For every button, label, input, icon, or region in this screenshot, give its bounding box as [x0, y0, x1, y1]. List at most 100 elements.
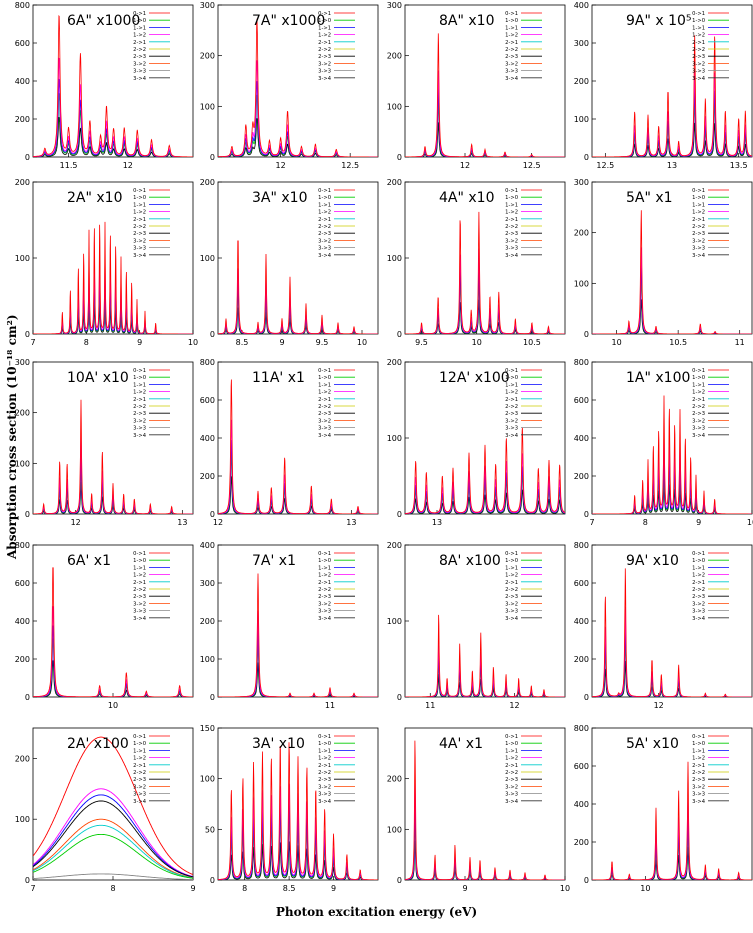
subplot-title: 2A' x100 — [67, 736, 129, 752]
y-tick-label: 150 — [200, 724, 215, 733]
y-tick-label: 600 — [15, 39, 30, 48]
legend-label: 2->1 — [692, 40, 705, 46]
y-tick-label: 0 — [25, 153, 30, 162]
legend-label: 2->1 — [318, 580, 331, 586]
legend-label: 0->1 — [318, 734, 331, 740]
x-tick-label: 12.5 — [341, 161, 359, 170]
x-tick-label: 13 — [432, 518, 442, 527]
series-group — [218, 573, 378, 697]
legend-label: 2->1 — [692, 397, 705, 403]
series-line — [218, 641, 378, 697]
legend-label: 3->2 — [692, 61, 705, 67]
legend-label: 1->0 — [505, 195, 518, 201]
legend-label: 1->2 — [505, 756, 518, 762]
legend-label: 3->3 — [692, 426, 705, 432]
legend-label: 3->4 — [133, 76, 147, 82]
legend-label: 3->3 — [133, 426, 146, 432]
legend-label: 3->4 — [692, 433, 706, 439]
series-group — [33, 15, 193, 157]
x-tick-label: 8 — [84, 338, 89, 347]
legend-label: 3->3 — [133, 609, 146, 615]
legend-label: 3->2 — [505, 238, 518, 244]
y-tick-label: 600 — [574, 579, 589, 588]
series-line — [405, 639, 565, 697]
y-tick-label: 100 — [574, 115, 589, 124]
legend-label: 3->4 — [692, 76, 706, 82]
series-line — [33, 873, 193, 880]
legend-label: 1->1 — [505, 25, 518, 31]
legend-label: 0->1 — [133, 734, 146, 740]
x-tick-label: 9.5 — [316, 338, 329, 347]
y-tick-label: 200 — [200, 472, 215, 481]
y-tick-label: 0 — [25, 510, 30, 519]
legend-label: 2->1 — [692, 580, 705, 586]
legend-label: 2->3 — [133, 231, 146, 237]
legend-label: 1->0 — [505, 375, 518, 381]
series-group — [405, 211, 565, 334]
plot-frame — [217, 727, 379, 881]
legend-label: 1->0 — [133, 375, 146, 381]
subplot-title: 9A" x 10⁵ — [626, 13, 692, 29]
series-group — [33, 567, 193, 697]
legend-label: 2->1 — [505, 397, 518, 403]
y-tick-label: 200 — [387, 358, 402, 367]
x-tick-label: 10 — [640, 884, 650, 893]
x-tick-label: 10.5 — [669, 338, 687, 347]
series-group — [405, 614, 565, 697]
series-line — [592, 761, 752, 880]
legend-label: 0->1 — [505, 188, 518, 194]
x-tick-label: 8 — [643, 518, 648, 527]
legend-label: 2->2 — [133, 47, 146, 53]
legend-label: 2->1 — [133, 763, 146, 769]
legend-label: 2->2 — [692, 404, 705, 410]
y-tick-label: 100 — [200, 254, 215, 263]
legend-label: 1->1 — [133, 565, 146, 571]
legend-label: 1->1 — [505, 202, 518, 208]
legend-label: 1->1 — [505, 748, 518, 754]
y-tick-label: 800 — [200, 358, 215, 367]
legend-label: 3->2 — [692, 418, 705, 424]
legend-label: 2->2 — [318, 770, 331, 776]
series-group — [218, 240, 378, 334]
legend-label: 2->1 — [318, 763, 331, 769]
legend-label: 0->1 — [133, 551, 146, 557]
legend-label: 1->1 — [318, 382, 331, 388]
y-tick-label: 200 — [15, 178, 30, 187]
y-tick-label: 800 — [574, 724, 589, 733]
x-tick-label: 9 — [137, 338, 142, 347]
legend-label: 1->2 — [692, 210, 705, 216]
legend-label: 0->1 — [505, 551, 518, 557]
legend-label: 3->3 — [505, 69, 518, 75]
legend-label: 3->4 — [505, 253, 519, 259]
y-tick-label: 100 — [15, 254, 30, 263]
legend-label: 3->2 — [133, 601, 146, 607]
legend-label: 1->1 — [133, 748, 146, 754]
series-line — [218, 282, 378, 334]
series-group — [33, 736, 193, 880]
y-tick-label: 0 — [397, 510, 402, 519]
legend-label: 1->0 — [505, 18, 518, 24]
y-tick-label: 200 — [387, 775, 402, 784]
legend-label: 2->2 — [133, 404, 146, 410]
legend-label: 2->1 — [318, 397, 331, 403]
legend-label: 2->2 — [692, 587, 705, 593]
y-tick-label: 200 — [15, 655, 30, 664]
series-line — [405, 673, 565, 697]
y-tick-label: 0 — [584, 510, 589, 519]
series-line — [218, 453, 378, 514]
x-tick-label: 8.5 — [236, 338, 249, 347]
legend-label: 1->1 — [692, 748, 705, 754]
legend-label: 1->0 — [318, 375, 331, 381]
legend-label: 1->2 — [692, 573, 705, 579]
legend-label: 3->4 — [505, 616, 519, 622]
legend-label: 3->2 — [133, 418, 146, 424]
y-tick-label: 0 — [584, 693, 589, 702]
subplot-12: 0 200 400 600 800 7 8 9 10 1A" x1000->11->01->1 1-… — [574, 358, 753, 527]
series-line — [405, 651, 565, 697]
x-tick-label: 12 — [654, 701, 664, 710]
x-axis-label: Photon excitation energy (eV) — [275, 905, 478, 919]
legend-label: 3->3 — [133, 246, 146, 252]
